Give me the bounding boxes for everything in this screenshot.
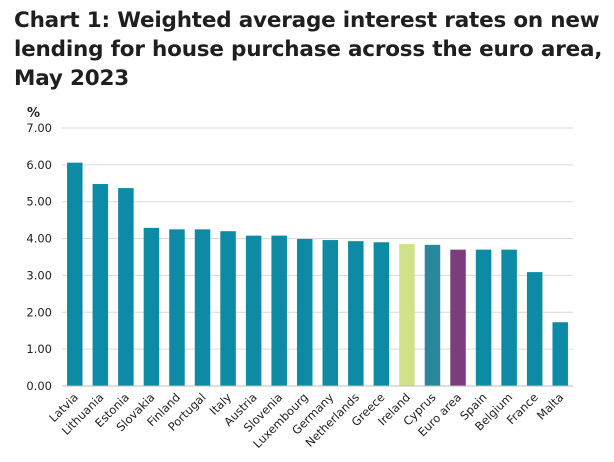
chart-title-line-3: May 2023 <box>14 66 129 91</box>
bars <box>67 162 568 386</box>
bar-euro-area <box>450 249 466 386</box>
bar-finland <box>169 229 185 386</box>
bar-netherlands <box>348 241 364 386</box>
bar-latvia <box>67 162 83 386</box>
bar-cyprus <box>424 244 441 386</box>
y-axis-tick-labels: 0.00 1.00 2.00 3.00 4.00 5.00 6.00 7.00 <box>26 121 52 393</box>
bar-malta <box>552 322 568 386</box>
bar-slovenia <box>271 235 287 386</box>
bar-spain <box>475 249 492 386</box>
y-tick-label: 6.00 <box>26 158 52 172</box>
bar-austria <box>245 235 262 386</box>
y-tick-label: 0.00 <box>26 379 52 393</box>
bar-france <box>526 272 543 386</box>
x-category-label: Malta <box>534 390 566 422</box>
bar-luxembourg <box>296 238 313 386</box>
y-tick-label: 3.00 <box>26 268 52 282</box>
bar-germany <box>322 240 339 386</box>
bar-lithuania <box>92 184 109 386</box>
chart-title-line-1: Chart 1: Weighted average interest rates… <box>14 8 600 33</box>
bar-estonia <box>118 188 134 386</box>
bar-italy <box>220 231 236 386</box>
y-tick-label: 2.00 <box>26 305 52 319</box>
chart-title-line-2: lending for house purchase across the eu… <box>14 37 603 62</box>
y-tick-label: 5.00 <box>26 195 52 209</box>
y-tick-label: 7.00 <box>26 121 52 135</box>
y-axis-unit-label: % <box>27 106 40 121</box>
y-tick-label: 4.00 <box>26 232 52 246</box>
bar-portugal <box>194 229 211 386</box>
gridlines <box>62 127 573 350</box>
chart-title: Chart 1: Weighted average interest rates… <box>14 6 604 93</box>
bar-greece <box>373 242 390 386</box>
bar-slovakia <box>143 227 160 386</box>
bar-ireland <box>399 244 415 386</box>
bar-belgium <box>501 249 517 386</box>
x-axis-category-labels: LatviaLithuaniaEstoniaSlovakiaFinlandPor… <box>46 390 566 451</box>
y-tick-label: 1.00 <box>26 342 52 356</box>
